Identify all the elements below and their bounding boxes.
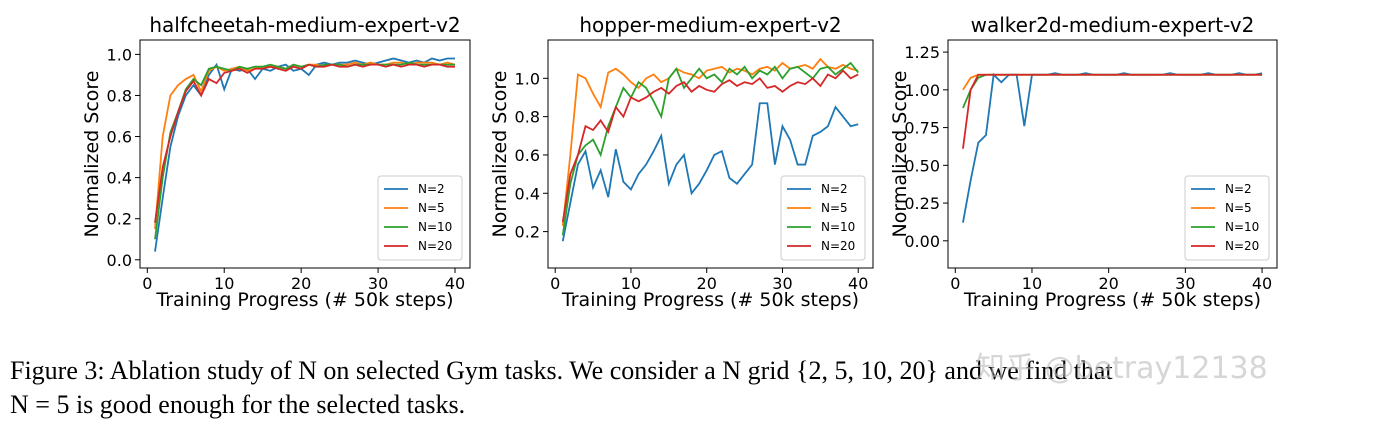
- y-tick-label: 0.4: [107, 169, 132, 188]
- y-tick-label: 0.50: [904, 156, 940, 175]
- legend-box: [780, 175, 866, 261]
- y-tick-label: 0.8: [107, 86, 132, 105]
- series-line: [561, 69, 859, 223]
- legend-label: N=20: [821, 239, 855, 253]
- x-tick-label: 10: [214, 274, 234, 293]
- y-tick-label: 1.00: [904, 81, 940, 100]
- y-axis-label: Normalized Score: [489, 70, 511, 237]
- watermark: 知乎 @betray12138: [975, 351, 1268, 386]
- axes-frame: [547, 39, 874, 269]
- chart-title: halfcheetah-medium-expert-v2: [149, 13, 460, 37]
- y-tick-label: 0.00: [904, 232, 940, 251]
- y-tick-label: 0.2: [515, 223, 540, 242]
- x-tick-label: 40: [848, 274, 868, 293]
- legend-label: N=5: [418, 201, 445, 215]
- legend-label: N=10: [821, 220, 855, 234]
- x-tick-label: 30: [368, 274, 388, 293]
- y-tick-label: 0.2: [107, 210, 132, 229]
- legend-label: N=2: [418, 182, 445, 196]
- y-tick-label: 0.75: [904, 119, 940, 138]
- y-tick-label: 0.25: [904, 194, 940, 213]
- chart-title: walker2d-medium-expert-v2: [971, 13, 1255, 37]
- x-axis-label: Training Progress (# 50k steps): [155, 289, 453, 311]
- x-tick-label: 10: [621, 274, 641, 293]
- series-line: [561, 57, 859, 226]
- legend-box: [1184, 175, 1270, 261]
- x-axis-label: Training Progress (# 50k steps): [561, 289, 859, 311]
- y-axis-label: Normalized Score: [889, 70, 911, 237]
- x-tick-label: 40: [445, 274, 465, 293]
- y-tick-label: 0.6: [515, 146, 540, 165]
- x-tick-label: 40: [1252, 274, 1272, 293]
- axes-frame: [139, 39, 471, 269]
- x-tick-label: 30: [1175, 274, 1195, 293]
- y-tick-label: 1.0: [107, 45, 132, 64]
- legend-label: N=20: [1225, 239, 1259, 253]
- legend-label: N=2: [1225, 182, 1252, 196]
- series-line: [154, 61, 455, 240]
- series-line: [154, 63, 455, 223]
- series-line: [962, 73, 1263, 109]
- x-axis-label: Training Progress (# 50k steps): [963, 289, 1261, 311]
- legend-label: N=20: [418, 239, 452, 253]
- series-line: [962, 73, 1263, 149]
- y-axis-label: Normalized Score: [81, 70, 103, 237]
- x-tick-label: 20: [291, 274, 311, 293]
- series-line: [561, 102, 859, 242]
- x-tick-label: 0: [950, 274, 960, 293]
- chart-title: hopper-medium-expert-v2: [579, 13, 841, 37]
- x-tick-label: 10: [1022, 274, 1042, 293]
- x-tick-label: 0: [142, 274, 152, 293]
- y-tick-label: 1.25: [904, 43, 940, 62]
- y-tick-label: 0.4: [515, 184, 540, 203]
- x-tick-label: 20: [697, 274, 717, 293]
- caption-line: N = 5 is good enough for the selected ta…: [10, 390, 465, 419]
- y-tick-label: 0.0: [107, 251, 132, 270]
- y-tick-label: 1.0: [515, 69, 540, 88]
- x-tick-label: 30: [772, 274, 792, 293]
- legend-box: [377, 175, 463, 261]
- y-tick-label: 0.6: [107, 128, 132, 147]
- legend-label: N=5: [821, 201, 848, 215]
- legend-label: N=10: [1225, 220, 1259, 234]
- legend-label: N=10: [418, 220, 452, 234]
- axes-frame: [947, 39, 1278, 269]
- y-tick-label: 0.8: [515, 108, 540, 127]
- legend-label: N=2: [821, 182, 848, 196]
- legend-label: N=5: [1225, 201, 1252, 215]
- x-tick-label: 0: [550, 274, 560, 293]
- caption-line: Figure 3: Ablation study of N on selecte…: [10, 356, 1113, 385]
- x-tick-label: 20: [1098, 274, 1118, 293]
